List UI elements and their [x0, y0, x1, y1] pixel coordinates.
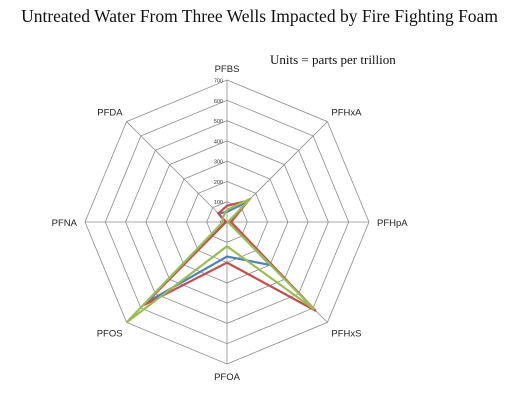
category-label-pfda: PFDA — [97, 108, 123, 119]
category-label-pfhpa: PFHpA — [377, 218, 408, 229]
radial-tick-label: 200 — [214, 180, 223, 186]
category-label-pfhxs: PFHxS — [331, 328, 361, 339]
radial-tick-label: 700 — [214, 79, 223, 85]
category-label-pfna: PFNA — [52, 218, 78, 229]
radial-tick-label: 300 — [214, 160, 223, 166]
units-annotation: Units = parts per trillion — [270, 52, 396, 67]
radial-tick-label: 600 — [214, 99, 223, 105]
series-line-2 — [143, 198, 317, 312]
category-label-pfos: PFOS — [97, 328, 123, 339]
category-label-pfbs: PFBS — [215, 64, 240, 75]
chart-title: Untreated Water From Three Wells Impacte… — [21, 6, 498, 26]
category-label-pfoa: PFOA — [214, 372, 241, 383]
radial-tick-label: 100 — [214, 200, 223, 206]
radial-tick-label: 500 — [214, 119, 223, 125]
category-label-pfhxa: PFHxA — [331, 108, 362, 119]
series-line-3 — [125, 198, 316, 324]
spoke-pfda — [126, 121, 228, 223]
radial-tick-label: 400 — [214, 139, 223, 145]
